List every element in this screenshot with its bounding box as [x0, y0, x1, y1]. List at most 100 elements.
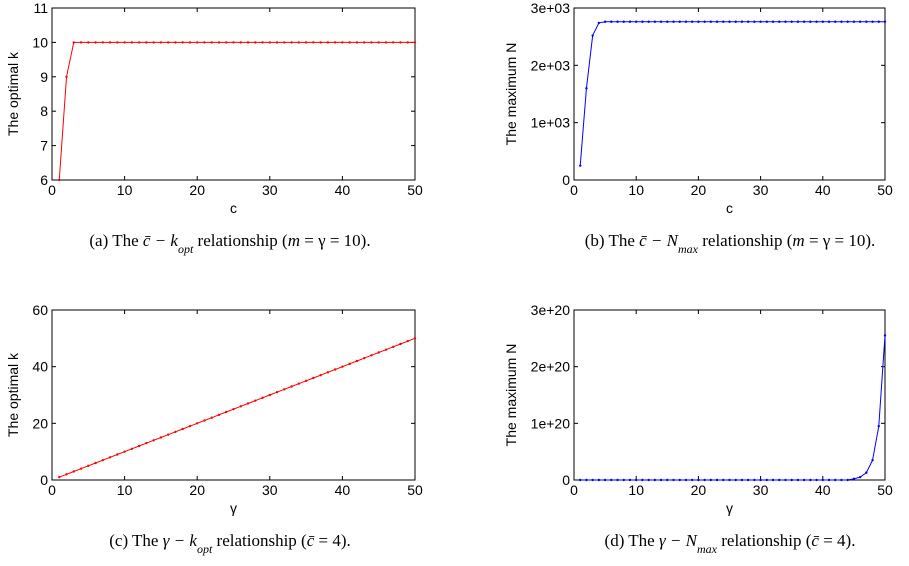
data-point: [319, 41, 322, 44]
x-tick-label: 50: [877, 482, 893, 498]
data-point: [145, 441, 148, 445]
data-point: [641, 20, 644, 23]
x-tick-label: 40: [815, 182, 831, 198]
data-point: [603, 20, 607, 23]
data-point: [152, 439, 155, 442]
data-point: [116, 41, 119, 44]
data-point: [72, 41, 75, 44]
data-point: [840, 478, 843, 482]
data-point: [809, 478, 812, 482]
data-point: [406, 339, 409, 343]
data-point: [759, 478, 762, 482]
data-point: [753, 20, 756, 23]
data-point: [678, 478, 681, 482]
data-point: [116, 453, 119, 456]
data-point: [585, 478, 588, 482]
data-point: [58, 475, 61, 479]
data-point: [715, 20, 719, 23]
data-point: [846, 20, 849, 23]
data-point: [759, 20, 762, 23]
data-point: [341, 41, 344, 44]
y-tick-label: 7: [40, 138, 48, 154]
y-axis-label: The maximum N: [503, 43, 519, 146]
data-point: [784, 478, 787, 482]
data-point: [597, 21, 601, 25]
data-line: [59, 337, 416, 478]
x-tick-label: 40: [335, 482, 351, 498]
data-point: [865, 20, 868, 23]
data-point: [697, 20, 700, 23]
data-point: [628, 478, 632, 482]
data-point: [809, 20, 812, 23]
data-point: [130, 41, 134, 44]
data-point: [355, 41, 359, 44]
data-point: [174, 430, 177, 434]
caption-part: relationship (: [698, 231, 793, 250]
y-tick-label: 8: [40, 103, 48, 119]
data-point: [370, 41, 373, 44]
data-point: [283, 41, 286, 44]
data-point: [883, 20, 887, 23]
data-point: [821, 20, 824, 23]
x-tick-label: 0: [48, 482, 56, 498]
data-point: [585, 87, 588, 90]
data-point: [740, 20, 744, 23]
data-point: [108, 41, 112, 44]
data-point: [101, 458, 105, 462]
data-point: [703, 478, 706, 482]
data-point: [653, 478, 657, 482]
caption-part: m: [288, 231, 300, 250]
data-point: [815, 20, 818, 23]
caption-part: max: [697, 542, 718, 556]
data-point: [174, 41, 177, 44]
caption-part: (a) The: [89, 231, 143, 250]
caption-part: relationship (: [212, 531, 307, 550]
data-point: [377, 351, 380, 354]
data-point: [275, 41, 279, 44]
caption-part: = 4).: [314, 531, 351, 550]
x-tick-label: 30: [753, 482, 769, 498]
data-point: [684, 20, 688, 23]
data-point: [283, 388, 286, 391]
y-axis-label: The maximum N: [503, 344, 519, 447]
data-point: [610, 20, 613, 23]
y-tick-label: 2e+20: [531, 359, 571, 375]
data-point: [232, 407, 235, 411]
data-point: [268, 41, 271, 44]
data-point: [196, 41, 199, 44]
data-point: [137, 444, 141, 448]
caption: (a) The c̄ − kopt relationship (m = γ = …: [89, 231, 370, 256]
plot-area: [573, 309, 886, 481]
data-point: [413, 41, 417, 44]
data-point: [399, 41, 402, 44]
data-point: [65, 473, 68, 476]
data-point: [217, 413, 221, 417]
x-tick-label: 50: [877, 182, 893, 198]
data-point: [697, 478, 700, 482]
data-point: [65, 75, 68, 79]
plot-area: [51, 309, 416, 481]
data-point: [348, 41, 351, 44]
data-point: [647, 478, 650, 482]
data-point: [290, 385, 293, 388]
x-tick-label: 40: [335, 182, 351, 198]
data-point: [728, 478, 731, 482]
data-point: [746, 478, 750, 482]
data-point: [858, 20, 862, 23]
data-point: [166, 433, 170, 436]
chart: 0 10 20 30 40 50 0 1e+20 2e+20 3e+20 γ The maximum …: [503, 302, 893, 516]
data-point: [210, 41, 213, 44]
data-point: [709, 20, 713, 23]
y-tick-label: 11: [33, 0, 48, 16]
data-point: [635, 20, 638, 23]
data-point: [616, 478, 619, 482]
caption-part: max: [678, 242, 699, 256]
data-point: [123, 450, 126, 453]
data-point: [659, 478, 663, 482]
data-point: [188, 424, 192, 428]
x-tick-label: 20: [691, 182, 707, 198]
chart: 0 10 20 30 40 50 6 7 8 9 10 11 c The optimal k: [5, 0, 423, 216]
y-tick-label: 1e+20: [531, 415, 571, 431]
data-point: [591, 478, 594, 482]
caption-part: c̄ − k: [143, 231, 179, 250]
